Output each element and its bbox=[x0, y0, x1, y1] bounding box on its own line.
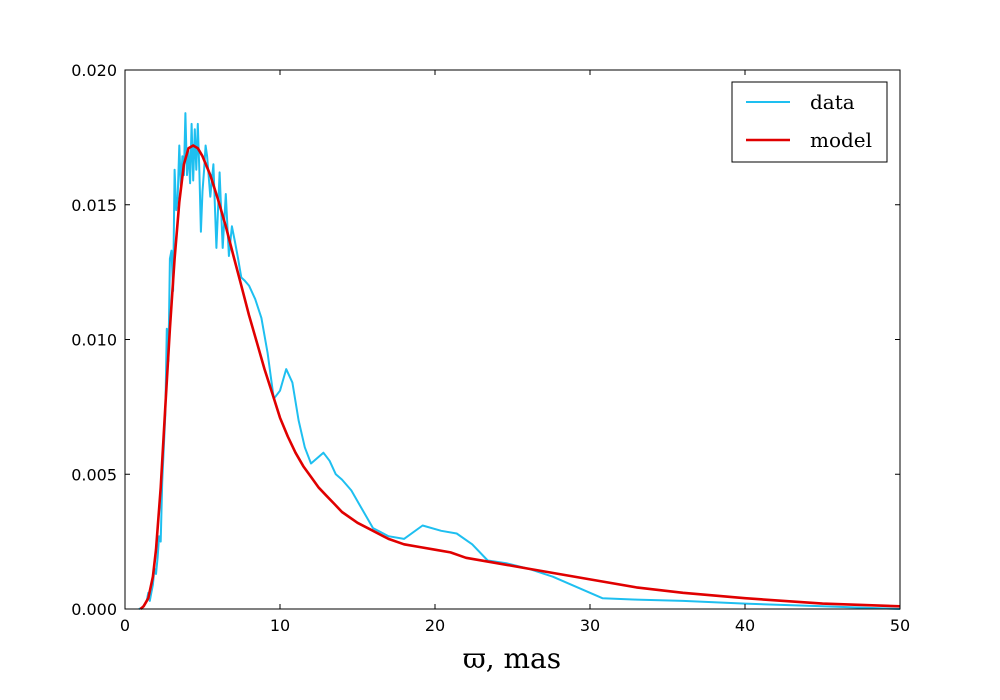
x-tick-label: 40 bbox=[735, 616, 755, 635]
ticks-layer: 0 10 20 30 40 50 0.000 0.005 0.010 0.015 0.020 bbox=[71, 61, 910, 635]
y-tick-label: 0.010 bbox=[71, 331, 117, 350]
legend: data model bbox=[731, 81, 888, 163]
legend-label-model: model bbox=[810, 128, 872, 152]
series-line-model bbox=[139, 144, 901, 610]
x-tick-label: 30 bbox=[580, 616, 600, 635]
y-tick-label: 0.020 bbox=[71, 61, 117, 80]
series-layer bbox=[138, 112, 901, 610]
x-tick-label: 20 bbox=[425, 616, 445, 635]
x-axis-title: ϖ, mas bbox=[463, 642, 561, 675]
x-tick-label: 10 bbox=[270, 616, 290, 635]
x-tick-label: 50 bbox=[890, 616, 910, 635]
y-tick-label: 0.005 bbox=[71, 465, 117, 484]
legend-label-data: data bbox=[810, 90, 855, 114]
legend-box bbox=[731, 81, 888, 163]
x-tick-label: 0 bbox=[120, 616, 130, 635]
y-tick-label: 0.000 bbox=[71, 600, 117, 619]
y-tick-label: 0.015 bbox=[71, 196, 117, 215]
